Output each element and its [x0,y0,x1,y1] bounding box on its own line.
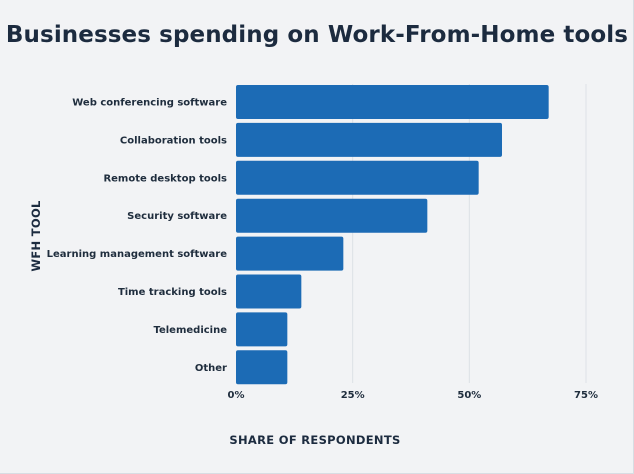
category-labels: Web conferencing software Collaboration t… [47,98,228,374]
category-label: Collaboration tools [120,135,227,146]
bar [236,198,428,233]
bar [236,312,288,347]
category-label: Time tracking tools [118,287,227,298]
x-axis-title: SHARE OF RESPONDENTS [229,433,400,447]
bar [236,274,302,309]
bar [236,236,344,271]
x-tick-label: 0% [228,390,245,401]
x-tick-label: 25% [341,390,365,401]
bar [236,350,288,385]
bar-layer [236,85,549,385]
y-axis-title: WFH TOOL [29,200,43,272]
category-label: Security software [127,211,227,222]
category-label: Web conferencing software [72,98,227,109]
x-tick-label: 50% [457,390,481,401]
category-label: Telemedicine [153,325,227,336]
category-label: Remote desktop tools [103,173,227,184]
category-label: Other [195,363,227,374]
bar [236,160,479,195]
bar [236,85,549,119]
category-label: Learning management software [47,249,228,260]
chart-title: Businesses spending on Work-From-Home to… [5,22,629,48]
bar [236,122,502,157]
x-tick-label: 75% [574,390,598,401]
x-tick-labels: 0% 25% 50% 75% [228,390,598,401]
